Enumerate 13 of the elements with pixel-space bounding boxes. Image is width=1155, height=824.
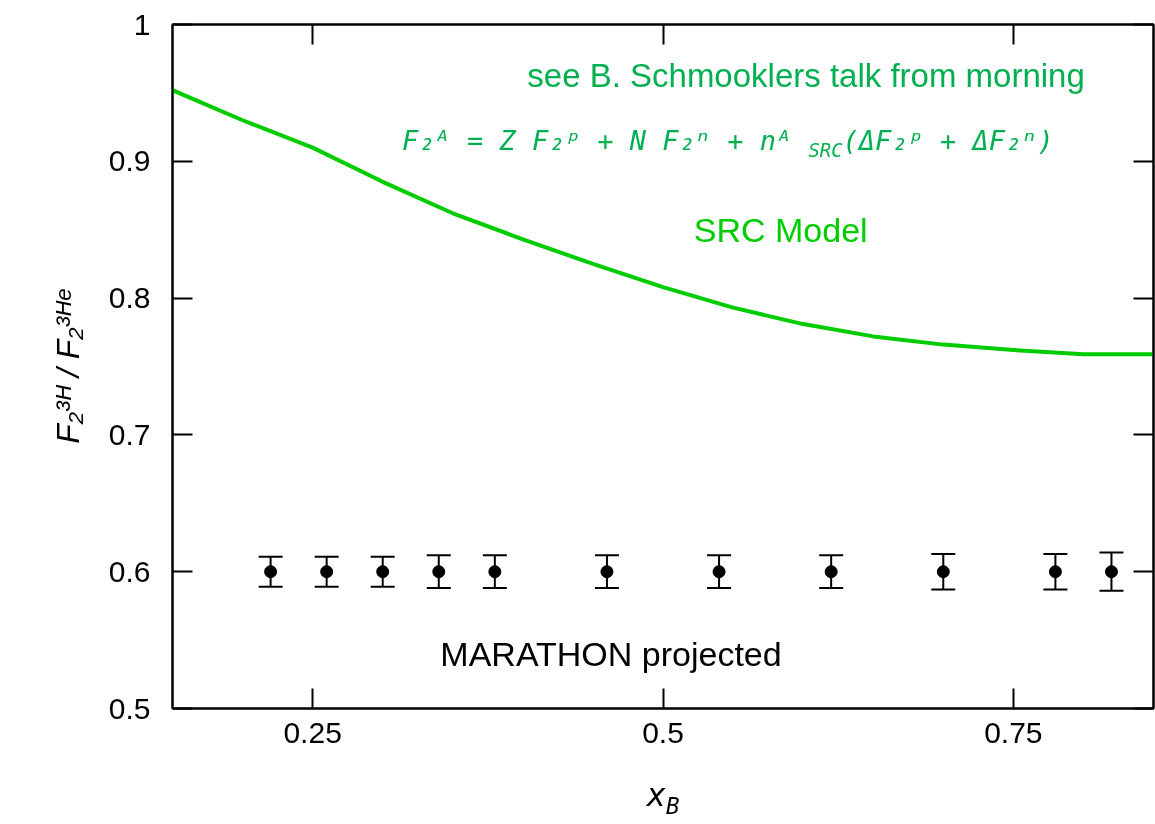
- y-axis-title: F₂³ᴴ / F₂³ᴴᵉ: [49, 288, 86, 444]
- annotation: see B. Schmooklers talk from morning: [527, 57, 1085, 95]
- y-tick-label: 0.5: [108, 691, 151, 725]
- x-tick-label: 0.75: [984, 715, 1043, 749]
- x-tick-label: 0.5: [642, 715, 684, 749]
- y-tick-label: 0.6: [108, 554, 151, 588]
- y-tick-label: 1: [133, 7, 151, 41]
- series-label: MARATHON projected: [440, 634, 782, 673]
- y-tick-label: 0.7: [108, 417, 151, 451]
- y-tick-label: 0.8: [108, 281, 151, 315]
- x-tick-label: 0.25: [283, 715, 342, 749]
- series-label: SRC Model: [693, 210, 868, 249]
- y-tick-label: 0.9: [108, 144, 151, 178]
